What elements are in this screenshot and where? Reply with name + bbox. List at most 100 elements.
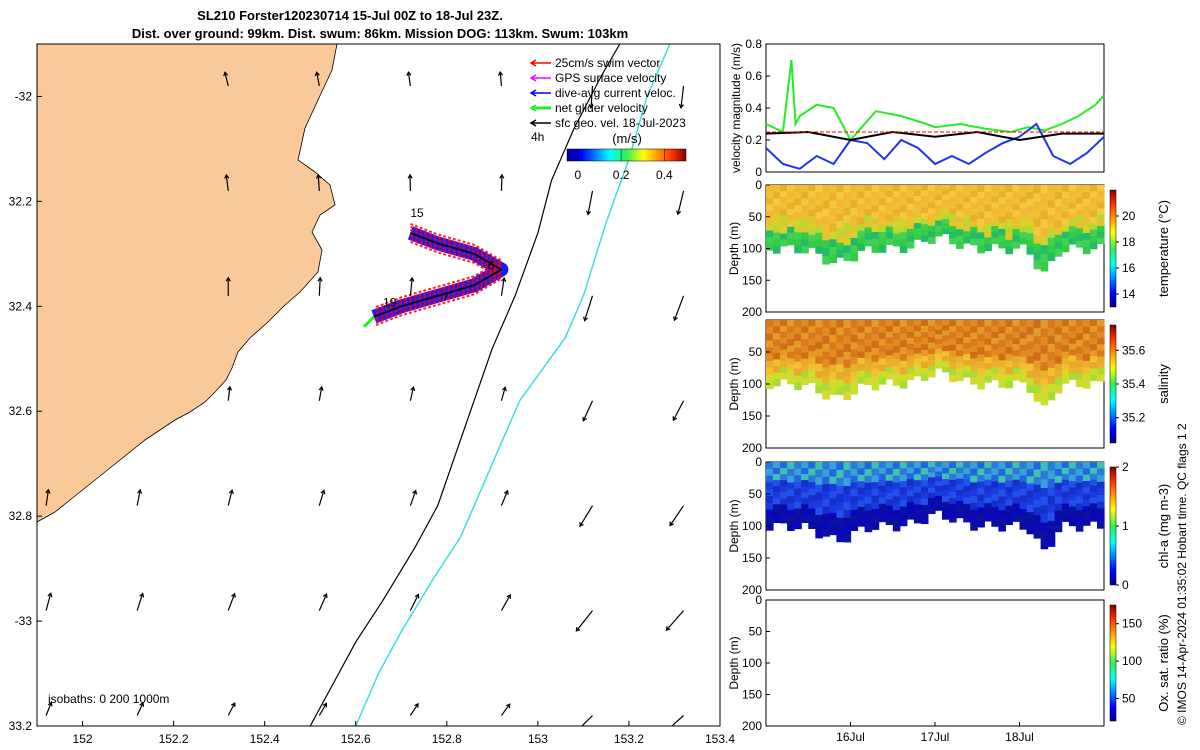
section-cell (878, 358, 887, 366)
section-cell (956, 506, 964, 513)
section-cell (864, 489, 873, 498)
section-cell (787, 509, 795, 518)
section-colorbar (1109, 189, 1117, 308)
geo-velocity-arrowhead (314, 71, 320, 77)
section-cell (857, 364, 866, 372)
section-cell (1097, 362, 1105, 370)
section-cell (815, 363, 823, 372)
section-cell (857, 191, 866, 199)
section-cell (878, 332, 887, 340)
section-cell (899, 360, 908, 369)
section-cell (949, 185, 957, 192)
section-cell (1026, 490, 1035, 499)
section-cell (991, 226, 999, 233)
section-cell (1075, 373, 1084, 381)
section-cell (1047, 185, 1056, 194)
map-xtick-label: 153.4 (705, 732, 735, 746)
section-cell (913, 342, 922, 349)
section-cell (1012, 462, 1021, 469)
section-cell (970, 364, 978, 372)
section-cell (1061, 473, 1070, 481)
section-cell (864, 496, 873, 505)
section-cell (857, 224, 866, 232)
section-cell (1026, 205, 1035, 214)
section-cell (998, 185, 1006, 192)
section-cell (906, 185, 915, 192)
section-cell (949, 350, 957, 358)
section-cell (984, 320, 992, 327)
section-cell (970, 523, 978, 531)
section-cell (815, 371, 823, 379)
section-cell (843, 359, 852, 369)
section-cell (942, 199, 950, 206)
section-cell (871, 382, 880, 391)
section-cell (984, 357, 992, 364)
section-cell (780, 185, 788, 192)
swim-vectors (373, 228, 504, 315)
section-cell (829, 520, 837, 528)
section-cell (920, 486, 929, 494)
section-cell (850, 475, 859, 484)
section-ytick-label: 150 (742, 688, 762, 702)
section-cell (801, 246, 809, 254)
section-cell (935, 220, 943, 227)
section-cell (857, 351, 866, 359)
section-cell (822, 320, 830, 329)
section-cell (780, 233, 788, 241)
section-cell (928, 220, 936, 227)
section-cell (808, 351, 816, 358)
section-cell (822, 327, 830, 337)
section-cell (836, 242, 844, 251)
section-cell (1019, 357, 1028, 364)
velocity-ytick-label: 0.4 (745, 101, 762, 115)
section-cell (850, 503, 859, 511)
section-cell (1054, 489, 1063, 498)
section-cell (998, 496, 1006, 504)
section-cell (920, 350, 929, 357)
section-cell (1068, 493, 1077, 501)
section-cell (998, 222, 1006, 230)
section-ytick-label: 150 (742, 409, 762, 423)
section-cell (984, 369, 992, 377)
section-cell (829, 342, 837, 351)
geo-velocity-arrowhead (410, 385, 416, 392)
section-cell (878, 198, 887, 206)
section-cell (808, 185, 816, 192)
section-cell (801, 486, 809, 493)
section-colorbar-tick-label: 50 (1122, 692, 1136, 706)
section-cell (963, 371, 971, 378)
geo-velocity-arrowhead (582, 416, 587, 422)
section-cell (1012, 509, 1021, 516)
section-cell (970, 226, 978, 234)
section-cell (885, 331, 894, 339)
section-cell (1097, 326, 1105, 333)
section-cell (836, 364, 844, 373)
section-cell (1005, 347, 1013, 355)
section-cell (1068, 196, 1077, 204)
geo-velocity-arrowhead (676, 210, 682, 216)
section-cell (1033, 530, 1042, 539)
section-cell (1040, 328, 1049, 338)
section-cell (970, 502, 978, 511)
section-cell (808, 203, 816, 211)
velocity-series-line (765, 122, 1105, 170)
geo-velocity-arrowhead (503, 489, 509, 495)
section-cell (794, 354, 802, 363)
section-cell (913, 364, 922, 371)
legend-entry: 25cm/s swim vector (555, 56, 660, 70)
section-cell (942, 330, 950, 337)
section-cell (1026, 469, 1035, 477)
section-cell (794, 320, 802, 328)
section-cell (773, 225, 781, 234)
section-cell (1019, 320, 1028, 327)
section-cell (1033, 320, 1042, 329)
section-cell (928, 325, 936, 332)
section-cell (885, 518, 894, 525)
section-cell (984, 185, 992, 193)
section-cell (984, 191, 992, 199)
section-cell (850, 523, 859, 531)
chart-title-line2: Dist. over ground: 99km. Dist. swum: 86k… (131, 26, 629, 41)
section-cell (1097, 508, 1105, 516)
section-cell (899, 381, 908, 389)
section-cell (956, 484, 964, 491)
